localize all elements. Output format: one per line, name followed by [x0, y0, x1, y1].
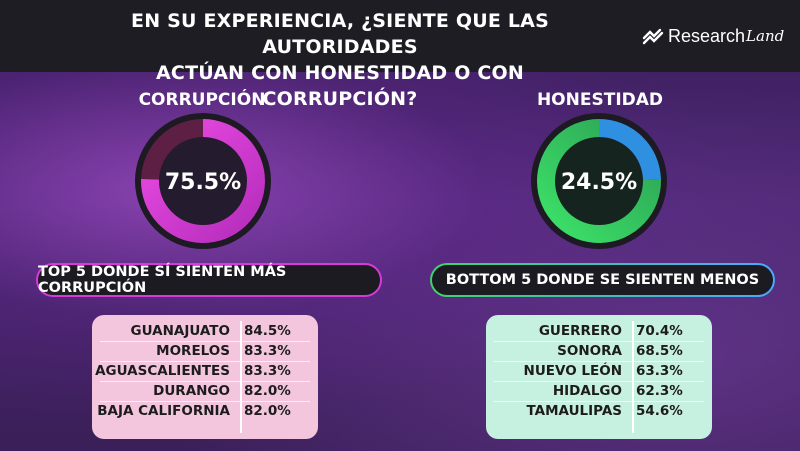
donut-label-corrupcion: 75.5% — [165, 170, 241, 195]
state-value: 63.3% — [636, 363, 683, 379]
state-name: GUANAJUATO — [130, 323, 230, 339]
state-name: TAMAULIPAS — [526, 403, 623, 419]
state-name: NUEVO LEÓN — [523, 363, 622, 379]
state-value: 82.0% — [244, 403, 291, 419]
header-bar: EN SU EXPERIENCIA, ¿SIENTE QUE LAS AUTOR… — [0, 0, 800, 110]
state-name: HIDALGO — [552, 383, 622, 399]
state-value: 54.6% — [636, 403, 683, 419]
title-line-2: ACTÚAN CON HONESTIDAD O CON CORRUPCIÓN? — [156, 62, 524, 110]
donut-hole — [159, 137, 247, 225]
state-name: AGUASCALIENTES — [95, 363, 230, 379]
logo-mark-icon — [642, 28, 664, 45]
logo-text: Research — [668, 25, 746, 46]
table-row: TAMAULIPAS 54.6% — [486, 401, 712, 421]
state-value: 84.5% — [244, 323, 291, 339]
state-name: DURANGO — [153, 383, 230, 399]
honestidad-title: HONESTIDAD — [536, 90, 664, 110]
table-row: MORELOS 83.3% — [92, 341, 318, 362]
state-value: 83.3% — [244, 343, 291, 359]
table-row: GUANAJUATO 84.5% — [92, 321, 318, 342]
top5-corrupcion-heading: TOP 5 DONDE SÍ SIENTEN MÁS CORRUPCIÓN — [36, 263, 382, 297]
bottom5-heading: BOTTOM 5 DONDE SE SIENTEN MENOS — [430, 263, 775, 297]
donut-slice-honestidad — [599, 119, 661, 180]
state-value: 83.3% — [244, 363, 291, 379]
table-row: SONORA 68.5% — [486, 341, 712, 362]
table-row: BAJA CALIFORNIA 82.0% — [92, 401, 318, 421]
state-name: GUERRERO — [538, 323, 622, 339]
table-row: HIDALGO 62.3% — [486, 381, 712, 402]
state-name: SONORA — [557, 343, 622, 359]
title-line-1: EN SU EXPERIENCIA, ¿SIENTE QUE LAS AUTOR… — [131, 10, 549, 58]
corrupcion-title: CORRUPCIÓN — [138, 90, 266, 110]
table-row: NUEVO LEÓN 63.3% — [486, 361, 712, 382]
donut-label-honestidad: 24.5% — [561, 170, 637, 195]
state-value: 62.3% — [636, 383, 683, 399]
table-row: GUERRERO 70.4% — [486, 321, 712, 342]
state-value: 68.5% — [636, 343, 683, 359]
state-value: 70.4% — [636, 323, 683, 339]
table-row: DURANGO 82.0% — [92, 381, 318, 402]
top5-table: GUANAJUATO 84.5% MORELOS 83.3% AGUASCALIEN… — [92, 315, 318, 439]
state-name: BAJA CALIFORNIA — [97, 403, 230, 419]
page-title: EN SU EXPERIENCIA, ¿SIENTE QUE LAS AUTOR… — [100, 8, 580, 112]
state-name: MORELOS — [156, 343, 230, 359]
bottom5-table: GUERRERO 70.4% SONORA 68.5% NUEVO LEÓN 63.3… — [486, 315, 712, 439]
table-row: AGUASCALIENTES 83.3% — [92, 361, 318, 382]
donut-slice-remainder — [141, 119, 203, 180]
corrupcion-donut-chart: 75.5% — [135, 113, 271, 249]
logo-text-italic: Land — [746, 27, 785, 45]
researchland-logo: Research Land — [642, 24, 784, 48]
donut-hole — [555, 137, 643, 225]
state-value: 82.0% — [244, 383, 291, 399]
honestidad-donut-chart: 24.5% — [531, 113, 667, 249]
